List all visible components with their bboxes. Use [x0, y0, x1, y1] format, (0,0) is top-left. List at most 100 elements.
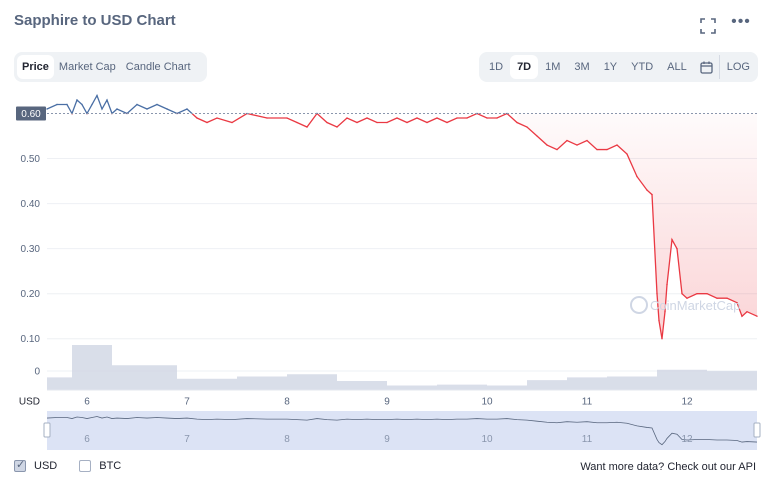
y-tick-label: 0 [34, 367, 40, 378]
navigator-line [46, 416, 758, 446]
x-tick-label: 7 [184, 397, 190, 408]
price-point [46, 108, 48, 110]
price-point [526, 126, 528, 128]
price-point [496, 117, 498, 119]
price-point [556, 148, 558, 151]
price-point [101, 108, 103, 110]
price-point [406, 121, 408, 124]
price-point [231, 121, 233, 124]
price-point [736, 302, 738, 304]
calendar-icon [700, 61, 713, 74]
price-point [386, 121, 388, 124]
range-all[interactable]: ALL [667, 61, 687, 73]
price-point [486, 117, 488, 119]
y-tick-label: 0.50 [21, 154, 41, 165]
log-scale-toggle[interactable]: LOG [718, 55, 757, 79]
price-point [286, 117, 288, 119]
price-point [426, 121, 428, 124]
tab-price[interactable]: Price [17, 55, 54, 79]
more-options-button[interactable]: ••• [730, 13, 752, 33]
x-tick-label: 8 [284, 397, 290, 408]
btc-checkbox[interactable] [79, 460, 92, 472]
price-point [81, 103, 83, 106]
metric-tabs: Price Market Cap Candle Chart [14, 52, 207, 82]
chart-title: Sapphire to USD Chart [14, 12, 176, 29]
usd-toggle[interactable]: USD [14, 458, 57, 472]
price-point [396, 117, 398, 119]
navigator-tick-label: 8 [284, 434, 290, 445]
reference-label: 0.60 [21, 109, 41, 120]
price-point [76, 99, 78, 101]
price-chart: 0 0.10 0.20 0.30 0.40 0.50 0.60 CoinMarketCap US… [16, 93, 761, 450]
btc-toggle[interactable]: BTC [79, 460, 121, 472]
navigator-tick-label: 11 [582, 434, 593, 445]
navigator-handle[interactable] [43, 422, 51, 438]
price-point [96, 94, 98, 97]
price-point [446, 121, 448, 124]
price-point [746, 311, 748, 313]
y-tick-label: 0.20 [21, 289, 41, 300]
usd-checkbox[interactable] [14, 458, 26, 472]
price-point [106, 99, 108, 101]
price-point [356, 121, 358, 124]
watermark: CoinMarketCap [650, 298, 740, 313]
price-point [266, 117, 268, 119]
price-point [636, 175, 638, 178]
currency-toggles: USD BTC [14, 458, 143, 472]
price-point [661, 338, 663, 340]
price-point [306, 126, 308, 128]
tab-market-cap[interactable]: Market Cap [58, 61, 116, 73]
range-1d[interactable]: 1D [489, 61, 504, 73]
range-1m[interactable]: 1M [545, 61, 561, 73]
price-point [716, 297, 718, 299]
navigator-tick-label: 9 [384, 434, 390, 445]
price-point [741, 315, 743, 317]
price-point [436, 117, 438, 119]
price-point [681, 292, 683, 295]
price-point [336, 126, 338, 128]
navigator-tick-label: 7 [184, 434, 190, 445]
price-point [606, 148, 608, 151]
calendar-button[interactable] [694, 55, 719, 79]
price-point [671, 238, 673, 241]
price-point [646, 189, 648, 191]
price-point [136, 103, 138, 106]
price-point [536, 135, 538, 137]
price-point [366, 117, 368, 119]
navigator-handle[interactable] [753, 422, 761, 438]
range-1y[interactable]: 1Y [603, 61, 618, 73]
price-point [586, 139, 588, 142]
price-point [66, 103, 68, 106]
price-point [166, 108, 168, 110]
api-link[interactable]: Want more data? Check out our API [580, 461, 756, 473]
price-point [686, 297, 688, 299]
range-3m[interactable]: 3M [574, 61, 590, 73]
price-point [726, 297, 728, 299]
btc-label: BTC [99, 460, 122, 472]
price-point [56, 103, 58, 106]
range-7d[interactable]: 7D [510, 55, 539, 79]
volume-area [47, 345, 757, 390]
price-point [664, 311, 666, 313]
range-ytd[interactable]: YTD [631, 61, 654, 73]
price-point [376, 121, 378, 124]
navigator-background [47, 411, 757, 450]
tab-candle-chart[interactable]: Candle Chart [125, 61, 191, 73]
price-point [466, 117, 468, 119]
price-point [658, 320, 660, 322]
price-area-fill [517, 113, 757, 339]
price-point [576, 144, 578, 146]
x-axis-unit-label: USD [19, 397, 40, 408]
price-point [116, 108, 118, 110]
price-point [616, 144, 618, 146]
price-point [186, 108, 188, 110]
price-point [216, 117, 218, 119]
expand-button[interactable] [699, 17, 717, 35]
x-tick-label: 10 [481, 397, 493, 408]
price-point [91, 103, 93, 106]
price-point [626, 153, 628, 155]
navigator-tick-label: 12 [681, 434, 693, 445]
price-point [651, 193, 653, 196]
y-tick-label: 0.40 [21, 199, 41, 210]
watermark-logo-icon [630, 296, 648, 314]
